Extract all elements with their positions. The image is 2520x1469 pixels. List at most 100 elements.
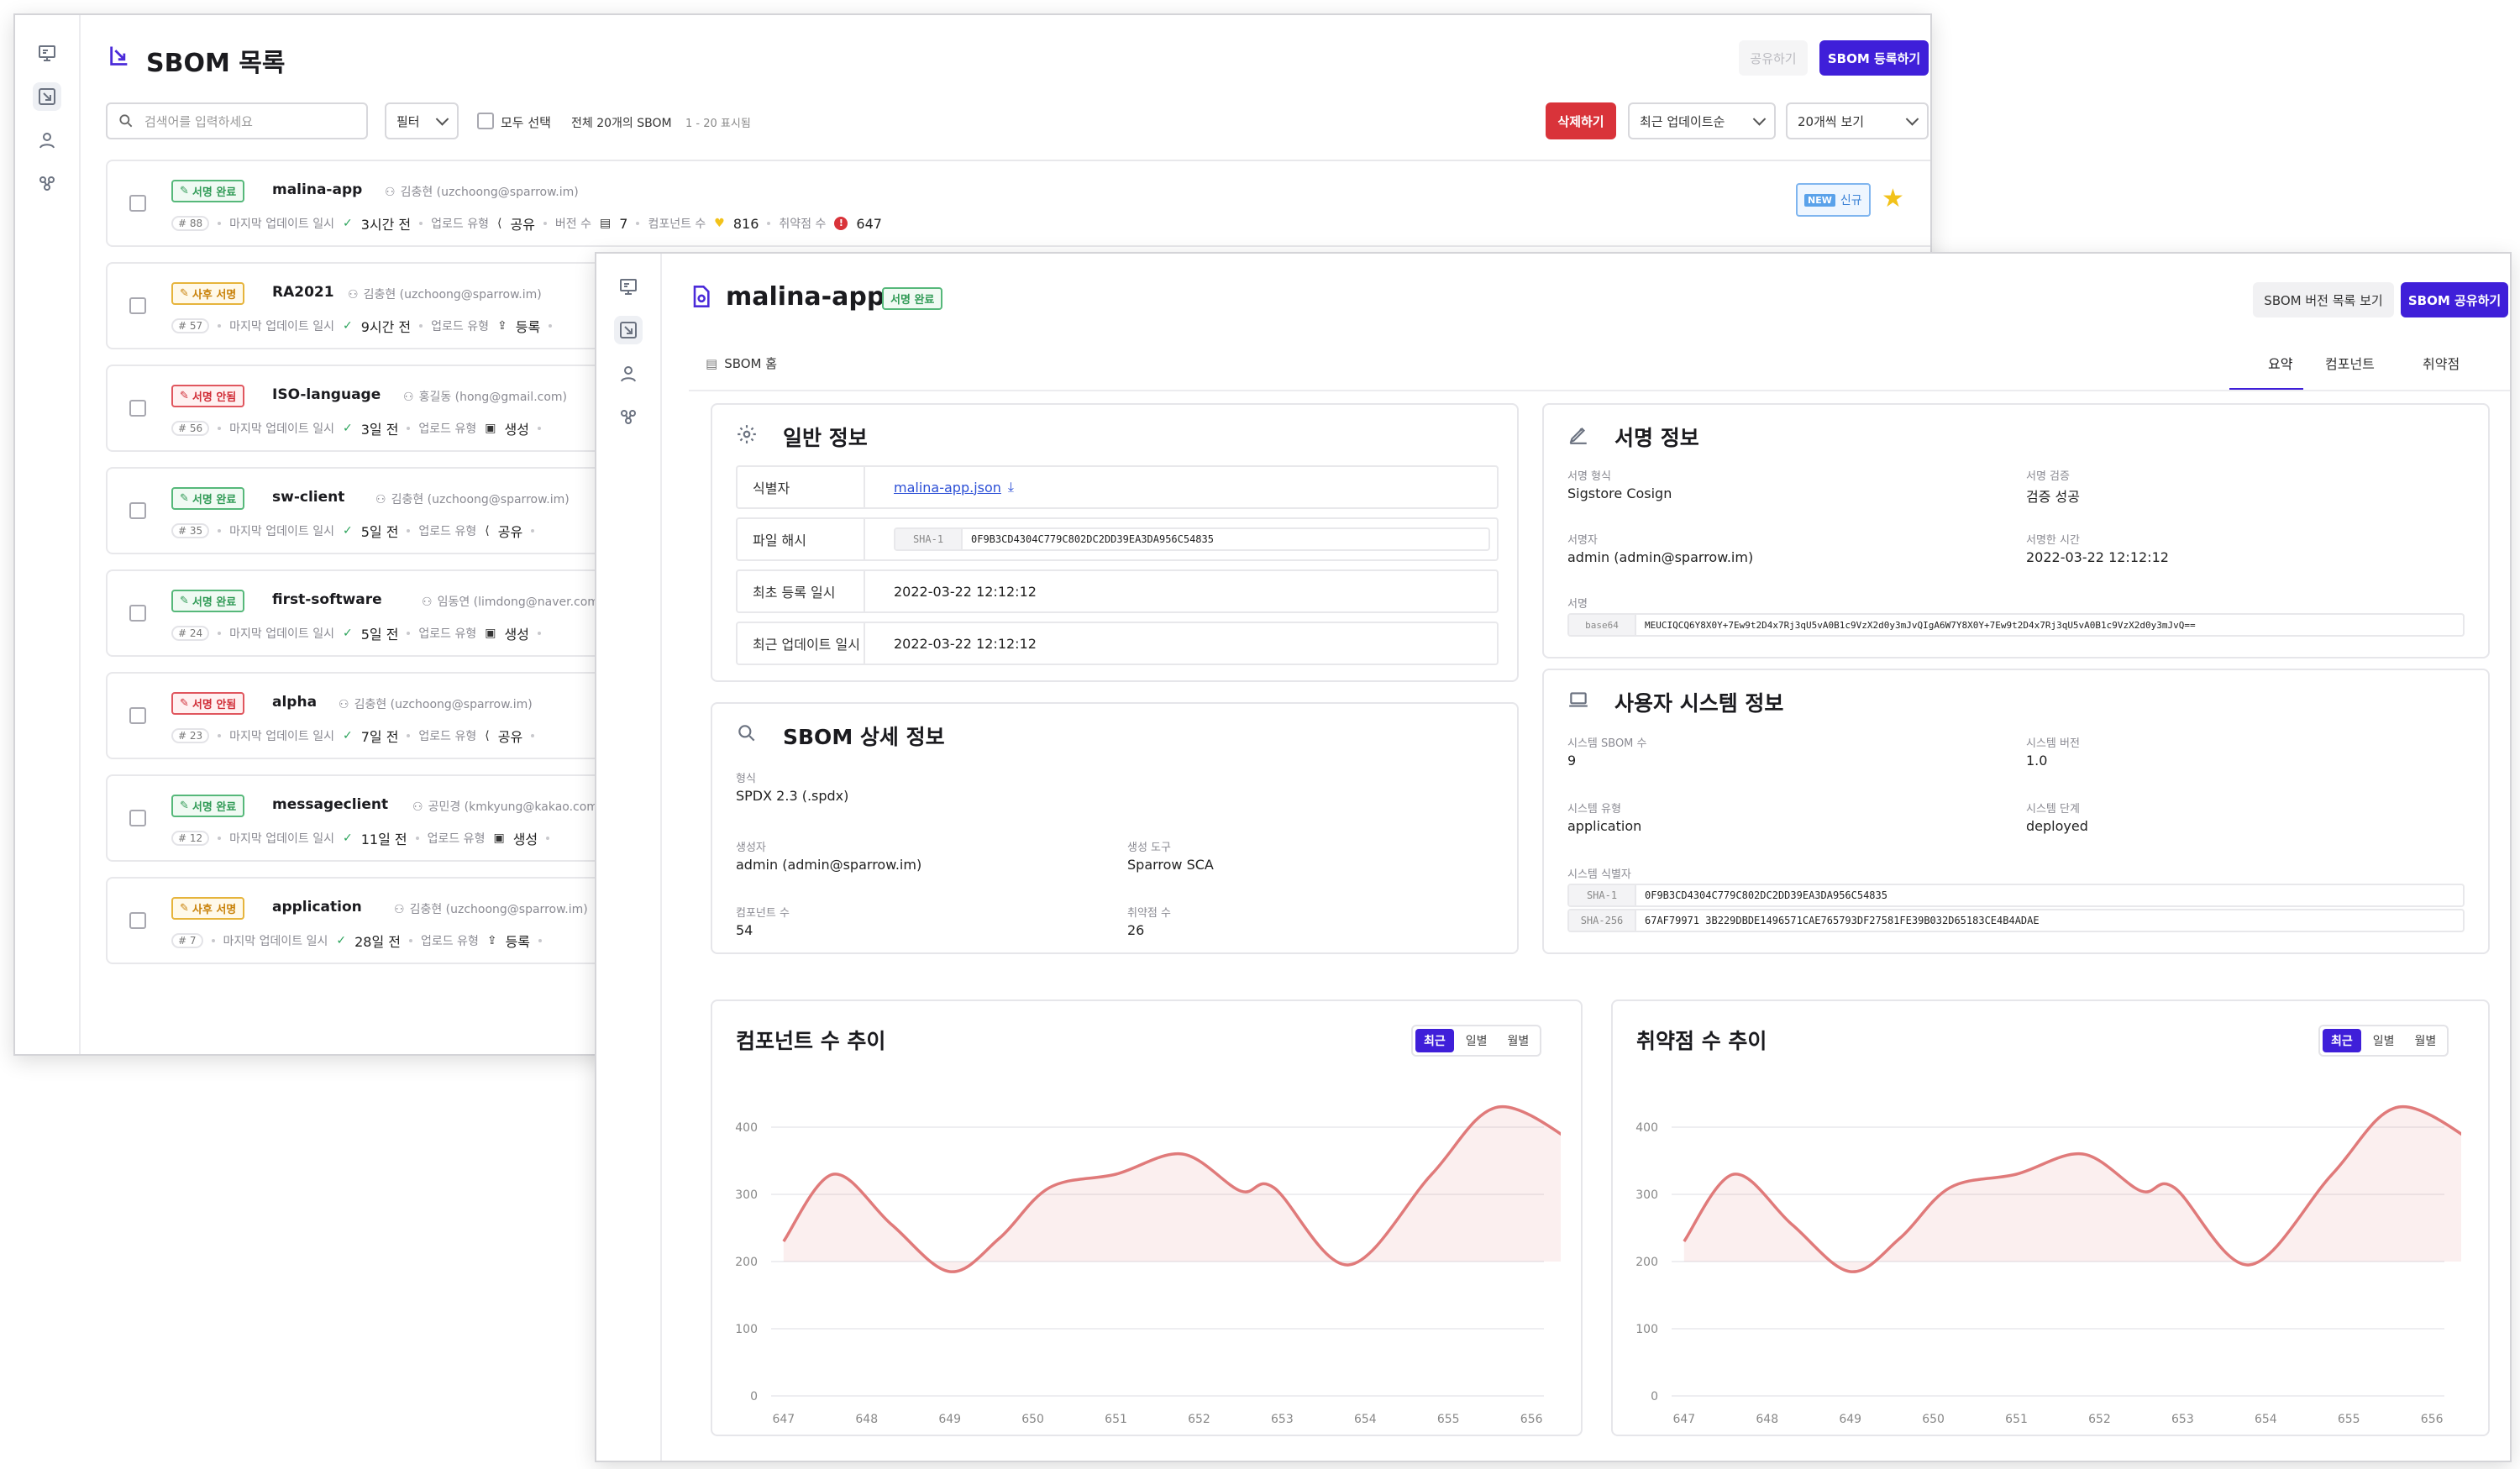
series-area [783,1106,1561,1272]
system-icon[interactable] [33,170,61,198]
x-tick-label: 655 [2338,1413,2360,1426]
signer-label: 서명자 [1567,534,1598,547]
total-count: 전체 20개의 SBOM [571,117,672,130]
meta-label: 업로드 유형 [418,422,477,436]
sbom-name[interactable]: malina-app [272,181,363,198]
system-icon[interactable] [614,403,643,432]
meta-label: 업로드 유형 [418,627,477,641]
select-all-label: 모두 선택 [501,115,551,130]
sign-time-label: 서명한 시간 [2026,534,2080,547]
register-sbom-button[interactable]: SBOM 등록하기 [1819,40,1929,76]
meta-value: 생성 [512,832,538,847]
sort-dropdown[interactable]: 최근 업데이트순 [1628,102,1776,139]
sbom-nav-icon[interactable] [33,82,61,111]
creator-value: admin (admin@sparrow.im) [736,857,922,873]
breadcrumb[interactable]: ▤ SBOM 홈 [706,355,778,372]
row-checkbox[interactable] [129,400,146,417]
search-input[interactable]: 검색어를 입력하세요 [106,102,368,139]
period-daily[interactable]: 일별 [1465,1035,1488,1048]
x-tick-label: 648 [855,1413,878,1426]
tab-summary[interactable]: 요약 [2268,356,2293,372]
x-tick-label: 649 [938,1413,961,1426]
user-icon: ⚇ [422,595,433,609]
period-daily[interactable]: 일별 [2372,1035,2395,1048]
tool-label: 생성 도구 [1127,842,1171,854]
sbom-name[interactable]: application [272,899,362,916]
sig-format-value: Sigstore Cosign [1567,485,1672,501]
meta-label: 마지막 업데이트 일시 [229,218,334,231]
row-checkbox[interactable] [129,297,146,314]
sbom-name[interactable]: ISO-language [272,386,381,403]
user-icon[interactable] [614,359,643,388]
meta-value: 11일 전 [360,832,407,847]
y-tick-label: 100 [1635,1323,1658,1336]
per-page-dropdown[interactable]: 20개씩 보기 [1786,102,1929,139]
period-toggle: 최근 일별 월별 [2318,1025,2449,1057]
user-icon[interactable] [33,126,61,155]
share-sbom-button[interactable]: SBOM 공유하기 [2401,282,2508,317]
sbom-detail-window: malina-app 서명 완료 SBOM 버전 목록 보기 SBOM 공유하기… [595,252,2512,1462]
row-checkbox[interactable] [129,707,146,724]
meta-label: 마지막 업데이트 일시 [229,320,334,333]
period-recent[interactable]: 최근 [2323,1029,2361,1052]
search-icon [736,722,758,744]
row-checkbox[interactable] [129,912,146,929]
tab-vulnerabilities[interactable]: 취약점 [2423,356,2460,372]
owner: ⚇ 김충현 (uzchoong@sparrow.im) [394,903,588,916]
page-title: malina-app [726,282,885,312]
y-tick-label: 0 [1651,1390,1658,1403]
y-tick-label: 400 [735,1121,758,1135]
dashboard-icon[interactable] [33,39,61,67]
period-recent[interactable]: 최근 [1415,1029,1454,1052]
upload-icon: ⇪ [497,319,507,333]
sbom-name[interactable]: sw-client [272,489,345,506]
meta-value: 9시간 전 [360,319,412,335]
row-meta: # 12 마지막 업데이트 일시 ✓ 11일 전 업로드 유형 ▣ 생성 [171,828,550,848]
pen-icon: ✎ [180,902,189,915]
row-checkbox[interactable] [129,502,146,519]
y-tick-label: 200 [1635,1256,1658,1269]
first-registered-row: 최초 등록 일시 2022-03-22 12:12:12 [736,569,1499,613]
favorite-star-icon[interactable]: ★ [1882,184,1904,213]
sbom-name[interactable]: messageclient [272,796,389,813]
x-tick-label: 654 [1354,1413,1377,1426]
filter-dropdown[interactable]: 필터 [385,102,459,139]
status-badge: ✎ 사후 서명 [171,282,245,305]
meta-label: 업로드 유형 [418,730,477,743]
share-button[interactable]: 공유하기 [1739,40,1808,76]
sbom-name[interactable]: alpha [272,694,318,711]
select-all-checkbox[interactable] [477,113,494,129]
x-tick-label: 647 [772,1413,795,1426]
nav-rail [15,15,81,1054]
gear-icon [736,423,758,445]
owner: ⚇ 김충현 (uzchoong@sparrow.im) [348,288,542,302]
new-badge: NEW 신규 [1796,183,1871,217]
row-checkbox[interactable] [129,605,146,622]
row-meta: # 56 마지막 업데이트 일시 ✓ 3일 전 업로드 유형 ▣ 생성 [171,418,541,438]
dashboard-icon[interactable] [614,272,643,301]
sbom-nav-icon[interactable] [614,316,643,344]
row-meta: # 57 마지막 업데이트 일시 ✓ 9시간 전 업로드 유형 ⇪ 등록 [171,316,553,336]
period-monthly[interactable]: 월별 [1507,1035,1530,1048]
sbom-number: # 57 [171,318,210,333]
row-meta: # 7 마지막 업데이트 일시 ✓ 28일 전 업로드 유형 ⇪ 등록 [171,931,543,951]
meta-label: 마지막 업데이트 일시 [229,627,334,641]
x-tick-label: 651 [2005,1413,2028,1426]
identifier-link[interactable]: malina-app.json ⤓ [894,479,1014,496]
delete-button[interactable]: 삭제하기 [1546,102,1616,139]
sys-count-value: 9 [1567,753,1577,769]
x-tick-label: 648 [1756,1413,1778,1426]
row-checkbox[interactable] [129,195,146,212]
chart-title: 컴포넌트 수 추이 [736,1029,886,1053]
version-list-button[interactable]: SBOM 버전 목록 보기 [2253,282,2394,317]
table-row[interactable]: ✎ 서명 완료 malina-app ⚇ 김충현 (uzchoong@sparrow… [106,160,1930,247]
x-tick-label: 652 [1188,1413,1210,1426]
x-tick-label: 649 [1839,1413,1861,1426]
sbom-name[interactable]: RA2021 [272,284,334,301]
x-tick-label: 654 [2255,1413,2277,1426]
tab-components[interactable]: 컴포넌트 [2325,356,2375,372]
sbom-detail-panel: SBOM 상세 정보 형식 SPDX 2.3 (.spdx) 생성자 admin… [711,702,1519,954]
row-checkbox[interactable] [129,810,146,826]
sbom-name[interactable]: first-software [272,591,382,608]
period-monthly[interactable]: 월별 [2414,1035,2437,1048]
